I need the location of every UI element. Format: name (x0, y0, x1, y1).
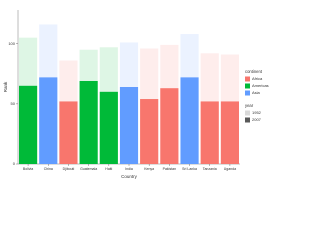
legend-label: Asia (252, 90, 261, 95)
y-tick-label: 0 (13, 161, 16, 166)
legend-label: Africa (252, 76, 263, 81)
x-tick-label: China (44, 167, 53, 171)
legend-title: continent (245, 69, 263, 74)
x-tick-label: Sri Lanka (182, 167, 197, 171)
x-tick-label: India (125, 167, 133, 171)
legend-swatch (245, 90, 250, 96)
x-tick-label: Kenya (144, 167, 154, 171)
x-tick-label: Tanzania (203, 167, 217, 171)
bar (59, 101, 78, 164)
legend-swatch (245, 76, 250, 82)
bar (180, 77, 199, 164)
x-tick-label: Bolivia (23, 167, 33, 171)
bar (39, 77, 58, 164)
legend-label: Americas (252, 83, 269, 88)
legend-swatch (245, 83, 250, 89)
x-tick-label: Guatemala (80, 167, 97, 171)
bar (99, 91, 118, 164)
y-axis-title: Rank (3, 81, 8, 92)
bar (79, 80, 98, 164)
legend-label: 2007 (252, 117, 262, 122)
bar (140, 99, 159, 164)
x-axis-title: Country (121, 174, 138, 179)
legend-label: 1952 (252, 110, 262, 115)
bar (160, 88, 179, 164)
bar (19, 85, 38, 164)
bar (119, 87, 139, 164)
x-tick-label: Pakistan (163, 167, 176, 171)
y-tick-label: 100 (8, 41, 15, 46)
legend-swatch (245, 117, 250, 123)
bar (220, 101, 239, 164)
x-tick-label: Haiti (105, 167, 112, 171)
legend-title: year (245, 103, 254, 108)
x-tick-label: Djibouti (63, 167, 75, 171)
bar (200, 101, 219, 164)
chart: Country Rank 0 50 100 Bolivia China Djibouti G… (3, 10, 269, 179)
y-tick-label: 50 (11, 101, 16, 106)
x-tick-label: Uganda (224, 167, 236, 171)
legend-swatch (245, 110, 250, 116)
